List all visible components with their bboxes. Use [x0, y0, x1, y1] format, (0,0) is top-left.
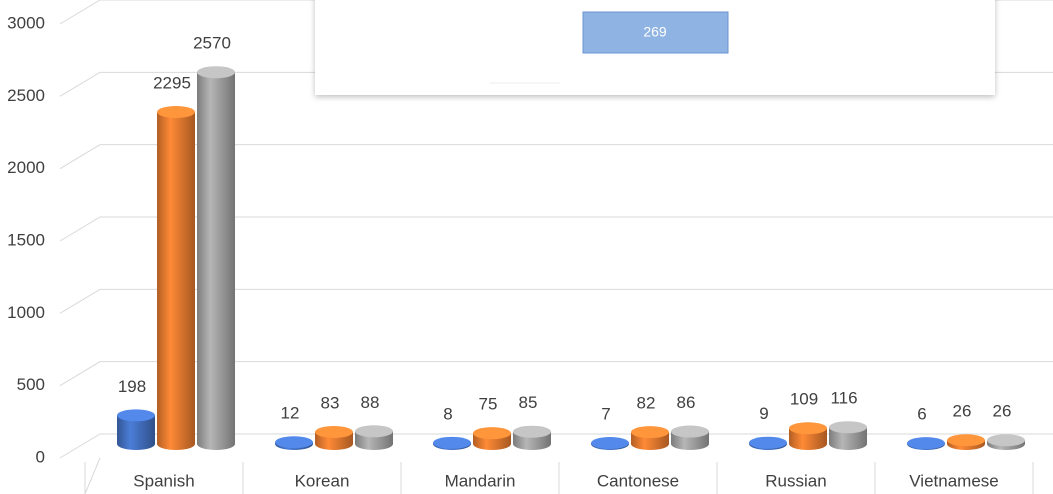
cylinder [315, 425, 353, 450]
y-tick-label: 3000 [7, 13, 45, 32]
data-label: 116 [830, 389, 857, 408]
cylinder [473, 427, 511, 450]
cylinder [631, 426, 669, 450]
y-tick-label: 1500 [7, 230, 45, 249]
cylinder [749, 436, 787, 450]
data-label: 85 [519, 393, 538, 412]
x-tick-label: Mandarin [445, 471, 516, 490]
y-tick-label: 2000 [7, 158, 45, 177]
x-tick-label: Cantonese [597, 471, 679, 490]
data-label: 26 [993, 402, 1012, 421]
popup-label: 269 [643, 24, 667, 40]
popup: 269 [315, 0, 995, 95]
cylinder-top [829, 421, 867, 434]
cylinder-body [829, 427, 867, 450]
cylinder-top [749, 436, 787, 449]
cylinder-top [275, 436, 313, 449]
cylinder [987, 434, 1025, 450]
cylinder-body [117, 415, 155, 450]
x-tick-label: Korean [295, 471, 350, 490]
data-label: 75 [479, 395, 498, 414]
cylinder-top [907, 437, 945, 450]
cylinder [433, 436, 471, 450]
cylinder [829, 421, 867, 450]
data-label: 6 [917, 405, 926, 424]
cylinder [117, 409, 155, 450]
data-label: 198 [118, 377, 146, 396]
cylinder-top [631, 426, 669, 439]
cylinder-top [591, 436, 629, 449]
cylinder-top [789, 422, 827, 435]
cylinder-top [197, 66, 235, 79]
grid-line [59, 288, 1053, 314]
data-label: 88 [361, 393, 380, 412]
grid-line [59, 144, 1053, 170]
cylinder-top [117, 409, 155, 422]
y-tick-label: 1000 [7, 303, 45, 322]
x-tick-label: Russian [765, 471, 826, 490]
data-label: 26 [953, 402, 972, 421]
x-tick-label: Spanish [133, 471, 194, 490]
cylinder [275, 436, 313, 450]
y-tick-label: 500 [17, 375, 45, 394]
cylinder-top [987, 434, 1025, 447]
cylinder [671, 425, 709, 450]
floor-edge [84, 457, 101, 494]
data-label: 82 [637, 394, 656, 413]
y-tick-label: 0 [36, 447, 45, 466]
cylinder-top [513, 425, 551, 438]
plot: 198 12 8 7 9 6 2295 83 75 82 109 26 2570 88 85 86 116 26 [117, 34, 1025, 451]
data-label: 8 [443, 404, 452, 423]
grid: 0 500 1000 1500 2000 2500 3000 Spanish Korean Man… [7, 0, 1053, 494]
data-label: 2295 [153, 73, 191, 92]
cylinder-top [473, 427, 511, 440]
cylinder [907, 437, 945, 450]
data-label: 2570 [193, 34, 231, 53]
cylinder-top [433, 436, 471, 449]
cylinder [591, 436, 629, 450]
cylinder-body [157, 111, 195, 451]
cylinder-top [157, 105, 195, 118]
popup-button[interactable] [582, 11, 729, 54]
cylinder-body [789, 428, 827, 450]
grid-line [59, 433, 1053, 459]
cylinder-top [947, 434, 985, 447]
cylinder-top [355, 425, 393, 438]
y-tick-label: 2500 [7, 86, 45, 105]
cylinder [197, 66, 235, 450]
data-label: 9 [759, 404, 768, 423]
cylinder [157, 105, 195, 451]
x-tick-label: Vietnamese [909, 471, 998, 490]
data-label: 83 [321, 393, 340, 412]
grid-line [59, 0, 1053, 25]
data-label: 7 [601, 404, 610, 423]
data-label: 12 [281, 404, 300, 423]
grid-line [59, 216, 1053, 242]
cylinder-top [671, 425, 709, 438]
cylinder [947, 434, 985, 450]
cylinder-body [197, 72, 235, 450]
cylinder [513, 425, 551, 450]
cylinder [789, 422, 827, 450]
data-label: 109 [790, 390, 818, 409]
grid-line [59, 361, 1053, 387]
data-label: 86 [677, 393, 696, 412]
cylinder-top [315, 425, 353, 438]
cylinder [355, 425, 393, 450]
